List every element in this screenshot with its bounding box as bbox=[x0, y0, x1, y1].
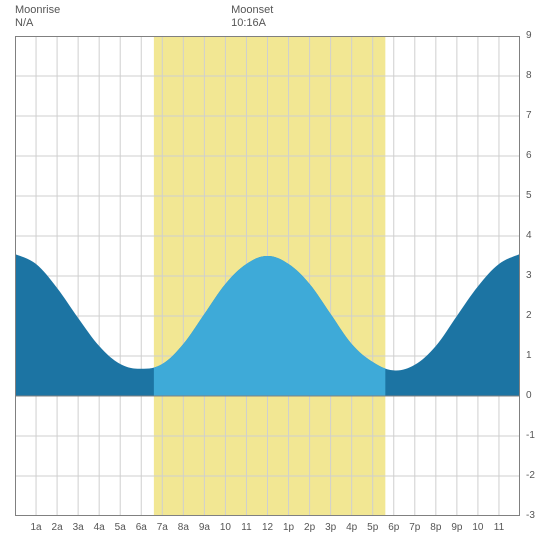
x-tick-label: 2p bbox=[304, 522, 315, 533]
y-tick-label: 4 bbox=[526, 230, 532, 241]
x-tick-label: 9p bbox=[451, 522, 462, 533]
moonset-value: 10:16A bbox=[231, 17, 273, 30]
moonrise-value: N/A bbox=[15, 17, 60, 30]
y-tick-label: 2 bbox=[526, 310, 532, 321]
x-tick-label: 8a bbox=[178, 522, 189, 533]
x-tick-label: 7a bbox=[157, 522, 168, 533]
tide-chart-svg bbox=[15, 36, 520, 516]
x-tick-label: 4a bbox=[94, 522, 105, 533]
x-tick-label: 1p bbox=[283, 522, 294, 533]
y-tick-label: -2 bbox=[526, 470, 535, 481]
y-tick-label: 9 bbox=[526, 30, 532, 41]
x-tick-label: 6p bbox=[388, 522, 399, 533]
moonset-label: Moonset 10:16A bbox=[231, 4, 273, 30]
y-tick-label: 3 bbox=[526, 270, 532, 281]
moonrise-title: Moonrise bbox=[15, 4, 60, 17]
x-tick-label: 6a bbox=[136, 522, 147, 533]
x-tick-label: 10 bbox=[220, 522, 231, 533]
plot-area bbox=[15, 36, 520, 516]
y-tick-label: -3 bbox=[526, 510, 535, 521]
x-tick-label: 4p bbox=[346, 522, 357, 533]
x-tick-label: 8p bbox=[430, 522, 441, 533]
x-tick-label: 12 bbox=[262, 522, 273, 533]
x-tick-label: 11 bbox=[241, 522, 251, 533]
x-tick-label: 7p bbox=[409, 522, 420, 533]
moonset-title: Moonset bbox=[231, 4, 273, 17]
x-tick-label: 3p bbox=[325, 522, 336, 533]
x-tick-label: 10 bbox=[472, 522, 483, 533]
x-tick-label: 5a bbox=[115, 522, 126, 533]
chart-header: Moonrise N/A Moonset 10:16A bbox=[0, 4, 550, 36]
x-tick-label: 5p bbox=[367, 522, 378, 533]
x-tick-label: 2a bbox=[52, 522, 63, 533]
y-tick-label: 7 bbox=[526, 110, 532, 121]
y-tick-label: -1 bbox=[526, 430, 535, 441]
y-tick-label: 5 bbox=[526, 190, 532, 201]
y-tick-label: 8 bbox=[526, 70, 532, 81]
x-tick-label: 1a bbox=[30, 522, 41, 533]
x-tick-label: 3a bbox=[73, 522, 84, 533]
y-tick-label: 1 bbox=[526, 350, 532, 361]
x-tick-label: 9a bbox=[199, 522, 210, 533]
tide-chart-container: Moonrise N/A Moonset 10:16A -3-2-1012345… bbox=[0, 0, 550, 550]
y-tick-label: 0 bbox=[526, 390, 532, 401]
x-tick-label: 11 bbox=[494, 522, 504, 533]
moonrise-label: Moonrise N/A bbox=[15, 4, 60, 30]
y-tick-label: 6 bbox=[526, 150, 532, 161]
